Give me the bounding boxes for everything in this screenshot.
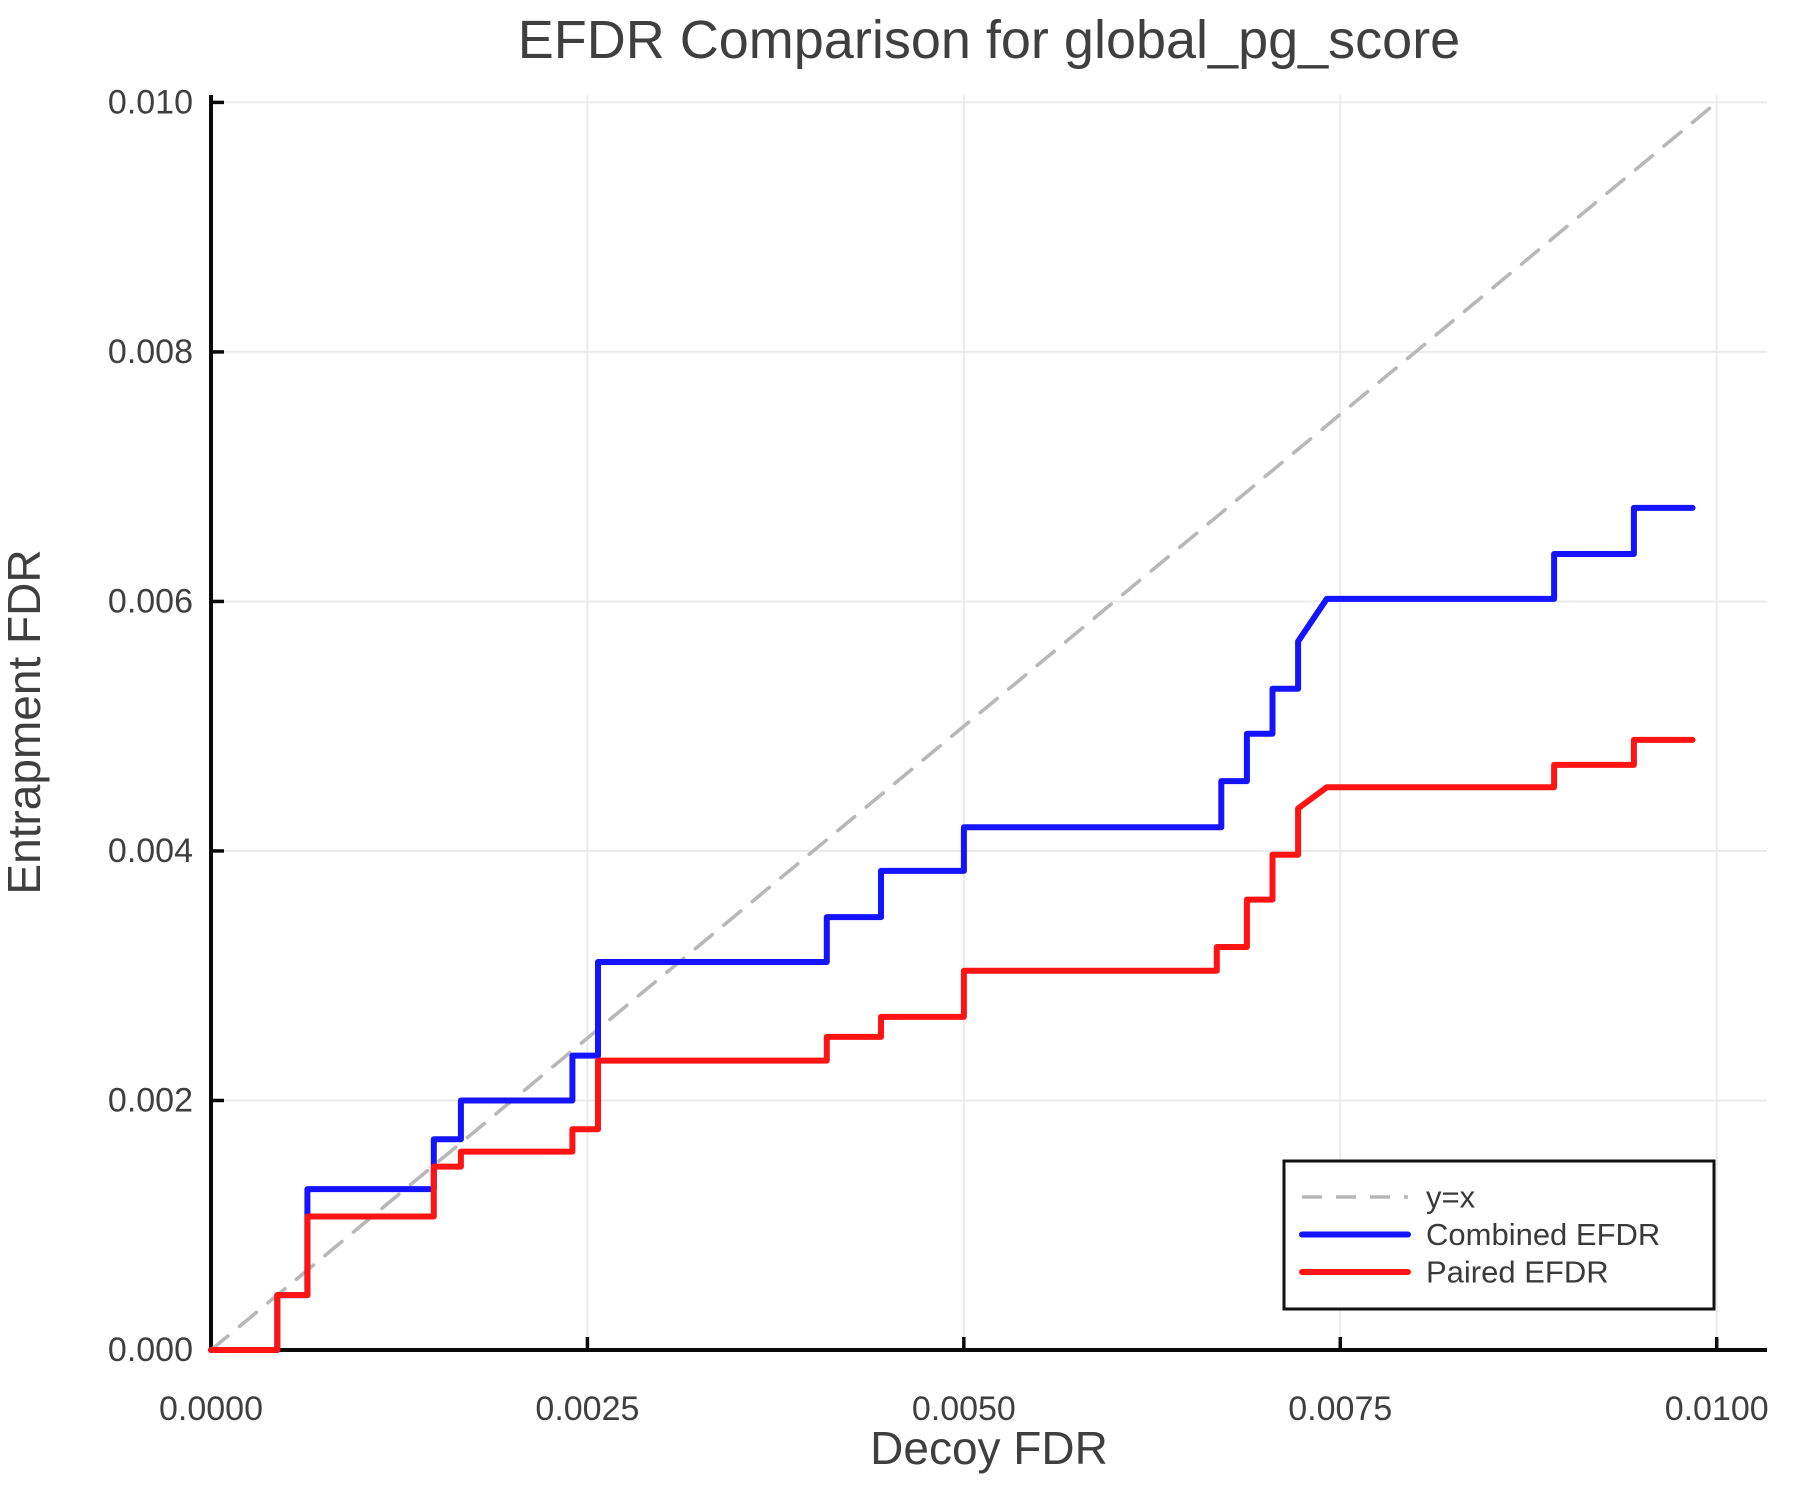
x-tick-labels: 0.0000 0.0025 0.0050 0.0075 0.0100	[159, 1390, 1769, 1428]
data-series	[208, 100, 1719, 1353]
x-tick-label: 0.0100	[1665, 1390, 1769, 1428]
y-tick-label: 0.004	[108, 832, 193, 870]
y-tick-label: 0.000	[108, 1331, 193, 1369]
y-tick-label: 0.002	[108, 1081, 193, 1119]
axes-spines	[209, 95, 1767, 1352]
x-tick-label: 0.0050	[912, 1390, 1016, 1428]
x-tick-label: 0.0000	[159, 1390, 263, 1428]
legend-label: y=x	[1426, 1180, 1476, 1215]
x-tick-label: 0.0075	[1288, 1390, 1392, 1428]
x-tick-label: 0.0025	[535, 1390, 639, 1428]
y-tick-label: 0.010	[108, 83, 193, 121]
legend-entry: Combined EFDR	[1299, 1217, 1660, 1252]
y-tick-labels: 0.000 0.002 0.004 0.006 0.008 0.010	[108, 83, 193, 1369]
y-tick-label: 0.006	[108, 582, 193, 620]
x-axis-label: Decoy FDR	[870, 1422, 1108, 1474]
y-axis-label: Entrapment FDR	[0, 549, 50, 894]
legend-entry: y=x	[1302, 1180, 1476, 1215]
y-tick-label: 0.008	[108, 333, 193, 371]
chart-title: EFDR Comparison for global_pg_score	[518, 10, 1460, 70]
legend-label: Paired EFDR	[1426, 1255, 1609, 1290]
identity-line	[209, 100, 1719, 1352]
paired-efdr-line	[208, 736, 1696, 1353]
legend-label: Combined EFDR	[1426, 1217, 1660, 1252]
legend-entry: Paired EFDR	[1299, 1255, 1609, 1290]
